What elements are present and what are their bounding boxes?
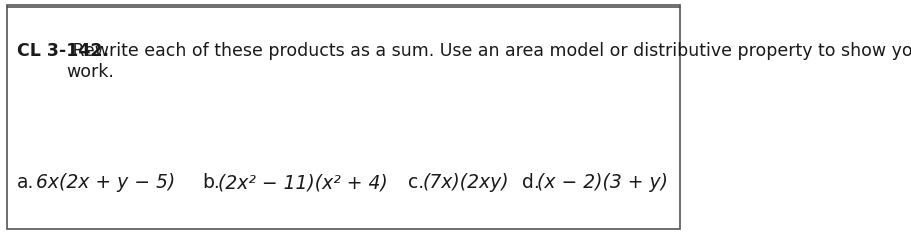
Text: a.: a. — [17, 173, 35, 192]
FancyBboxPatch shape — [7, 5, 679, 229]
Text: c.: c. — [408, 173, 424, 192]
Text: 6x(2x + y − 5): 6x(2x + y − 5) — [36, 173, 175, 192]
Text: (7x)(2xy): (7x)(2xy) — [423, 173, 509, 192]
Text: d.: d. — [521, 173, 538, 192]
Text: (2x² − 11)(x² + 4): (2x² − 11)(x² + 4) — [218, 173, 387, 192]
Text: (x − 2)(3 + y): (x − 2)(3 + y) — [537, 173, 667, 192]
Text: b.: b. — [202, 173, 220, 192]
Text: Rewrite each of these products as a sum. Use an area model or distributive prope: Rewrite each of these products as a sum.… — [67, 42, 911, 81]
Text: CL 3-142.: CL 3-142. — [17, 42, 109, 60]
